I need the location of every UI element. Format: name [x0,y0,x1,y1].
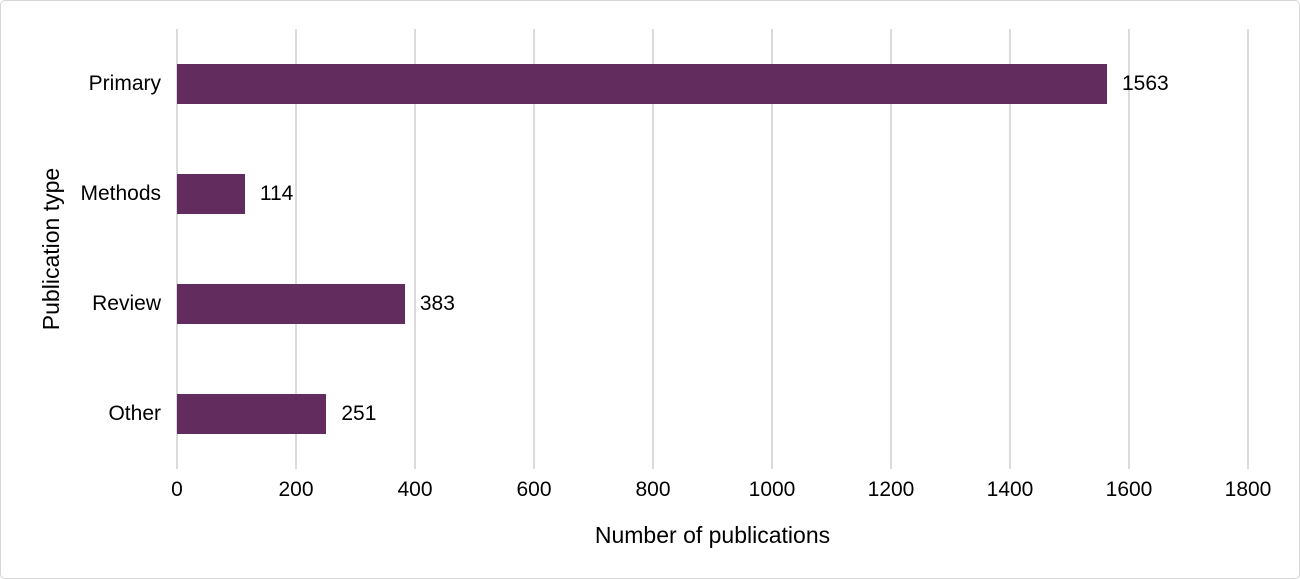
x-tick-label: 400 [397,478,433,501]
category-label: Review [92,292,161,315]
x-tick-label: 600 [516,478,552,501]
x-tick-label: 200 [278,478,314,501]
gridline [771,29,773,469]
bar-value-label: 114 [259,182,294,205]
gridline [295,29,297,469]
x-tick-label: 1200 [867,478,915,501]
gridline [890,29,892,469]
x-tick-label: 0 [171,478,183,501]
gridline [533,29,535,469]
gridline [1128,29,1130,469]
category-label: Primary [88,72,161,95]
bar-value-label: 383 [419,292,455,315]
bar-value-label: 251 [341,402,377,425]
bar-value-label: 1563 [1121,72,1169,95]
x-axis-title: Number of publications [594,522,831,548]
category-label: Other [108,402,161,425]
gridline [414,29,416,469]
x-tick-label: 1000 [748,478,796,501]
category-label: Methods [80,182,161,205]
gridline [1009,29,1011,469]
bar [177,394,327,434]
x-tick-label: 1400 [986,478,1034,501]
bar [177,64,1107,104]
x-tick-label: 1600 [1105,478,1153,501]
gridline [1247,29,1249,469]
x-tick-label: 1800 [1224,478,1272,501]
gridline [176,29,178,469]
bar [177,174,245,214]
bar [177,284,405,324]
x-tick-label: 800 [635,478,671,501]
gridline [652,29,654,469]
